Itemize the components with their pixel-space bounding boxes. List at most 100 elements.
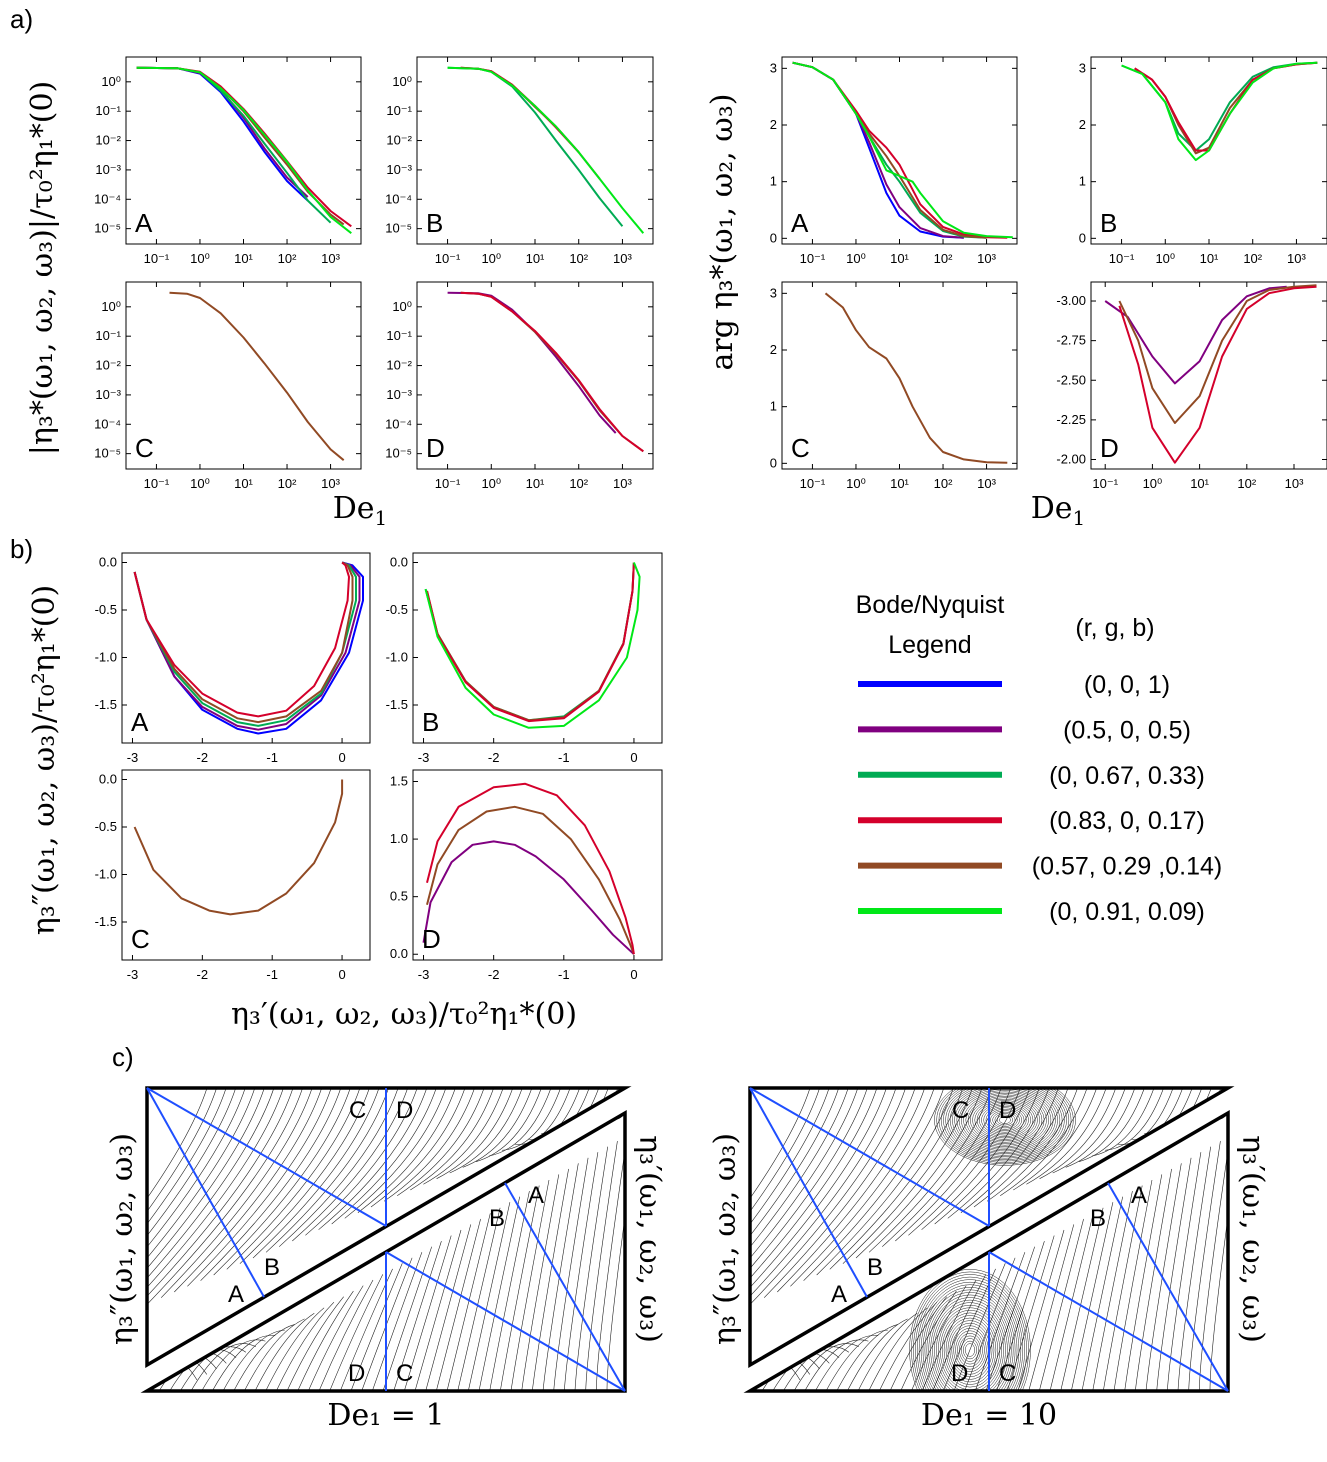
contour-line-lower <box>1188 1141 1221 1391</box>
contour-line-upper <box>423 1088 504 1185</box>
contour-line-upper <box>1078 1088 1145 1162</box>
contour-line-lower <box>1060 1207 1104 1391</box>
y-tick-label: 0.0 <box>99 555 117 570</box>
x-tick-label: 10² <box>278 476 297 491</box>
tri-caption-de10: De₁ = 10 <box>921 1398 1057 1433</box>
contour-line-upper <box>278 1088 399 1247</box>
tri-right-label-de1: η₃′(ω₁, ω₂, ω₃) <box>632 1135 667 1343</box>
contour-line-lower <box>879 1301 938 1391</box>
contour-line-upper <box>147 1088 208 1199</box>
x-tick-label: 10¹ <box>890 251 909 266</box>
y-tick-label: 10⁻⁵ <box>385 221 412 236</box>
contour-line-upper <box>239 1088 370 1264</box>
contour-line-lower <box>596 1148 625 1391</box>
y-tick-label: -2.25 <box>1056 412 1086 427</box>
series-line-2 <box>460 66 580 153</box>
contour-loop-upper <box>999 1116 1011 1124</box>
contour-line-lower <box>1113 1179 1153 1391</box>
tri-right-label-de10: η₃′(ω₁, ω₂, ω₃) <box>1235 1135 1270 1343</box>
contour-line-upper <box>502 1088 561 1151</box>
contour-line-lower <box>457 1207 501 1391</box>
contour-loop-upper <box>961 1091 1049 1149</box>
contour-line-upper <box>147 1088 256 1259</box>
point-label-d-top-de1: D <box>396 1097 413 1124</box>
contour-line-upper <box>344 1088 447 1219</box>
x-tick-label: 10² <box>1237 476 1256 491</box>
contour-loop-lower <box>932 1299 1008 1391</box>
legend-entry-label-2: (0, 0.67, 0.33) <box>1049 762 1205 790</box>
y-tick-label: 10⁻⁴ <box>94 416 121 431</box>
nyquist-panel-c: -3 -2 -1 0 0.0 -0.5 -1.0 -1.5 C <box>95 769 371 982</box>
diagonal-gap <box>750 1088 1228 1391</box>
contour-line-lower <box>1017 1229 1065 1391</box>
plot-frame <box>416 281 654 470</box>
x-tick-label: 0 <box>338 750 345 765</box>
contour-loop-upper <box>967 1095 1043 1145</box>
y-tick-label: 0.0 <box>390 946 408 961</box>
contour-loop-lower <box>957 1333 983 1367</box>
line-mid-upper-de10 <box>749 1087 990 1227</box>
phase-panel-b: 10⁻¹ 10⁰ 10¹ 10² 10³ 0 1 2 3 B <box>1079 56 1327 266</box>
contour-line-upper <box>1026 1088 1107 1185</box>
contour-loop-lower <box>945 1317 995 1383</box>
contour-line-upper <box>475 1088 542 1162</box>
contour-line-upper <box>750 1088 820 1212</box>
phase-panel-d: 10⁻¹ 10⁰ 10¹ 10² 10³ -2.00 -2.25 -2.50 -2.75 -3.0… <box>1056 281 1327 491</box>
contour-line-upper <box>763 1088 916 1298</box>
contour-loop-lower <box>964 1343 976 1357</box>
series-line-2 <box>460 291 644 453</box>
series-line-1 <box>426 562 635 722</box>
tri-left-label-de1: η₃″(ω₁, ω₂, ω₃) <box>105 1133 140 1345</box>
plot-frame <box>1090 281 1327 470</box>
contour-line-upper <box>174 1088 322 1293</box>
contour-line-lower <box>361 1257 413 1391</box>
x-tick-label: 10² <box>569 251 588 266</box>
contour-line-upper <box>265 1088 389 1253</box>
x-tick-label: 10¹ <box>1190 476 1209 491</box>
contour-line-lower <box>911 1285 967 1391</box>
contour-line-lower <box>1156 1157 1192 1391</box>
x-tick-label: -3 <box>127 750 139 765</box>
contour-line-lower <box>446 1213 491 1391</box>
contour-line-lower <box>1049 1213 1094 1391</box>
contour-line-lower <box>201 1339 266 1391</box>
panel-label-a: A <box>791 208 809 238</box>
contour-lines-de1 <box>147 1088 625 1391</box>
point-label-b-upper-de1: B <box>264 1254 280 1281</box>
contour-loop-upper <box>934 1088 1076 1166</box>
y-tick-label: -0.5 <box>386 602 408 617</box>
point-label-d-top-de10: D <box>999 1097 1016 1124</box>
contour-line-upper <box>462 1088 533 1168</box>
contour-line-lower <box>836 1324 898 1391</box>
nyquist-panel-d: -3 -2 -1 0 0.0 0.5 1.0 1.5 D <box>390 769 663 982</box>
contour-line-lower <box>964 1257 1016 1391</box>
section-label-c: c) <box>112 1042 134 1072</box>
xlabel-magnitude-sub: 1 <box>375 506 388 530</box>
contour-line-lower <box>308 1285 364 1391</box>
y-tick-label: 2 <box>770 342 777 357</box>
y-tick-label: 0 <box>770 455 777 470</box>
contour-line-upper <box>397 1088 485 1196</box>
contour-line-upper <box>1105 1088 1164 1151</box>
contour-line-lower <box>1167 1152 1202 1391</box>
y-tick-label: 10⁰ <box>392 299 412 314</box>
panel-label-c: C <box>131 924 150 954</box>
y-tick-label: 10⁻⁵ <box>94 446 121 461</box>
chart-panels: 10⁻¹ 10⁰ 10¹ 10² 10³ 10⁻⁵ 10⁻⁴ 10⁻³ 10⁻² 10⁻¹ 10⁰ A… <box>94 56 1327 982</box>
x-tick-label: 10⁰ <box>846 476 866 491</box>
contour-loop-upper <box>990 1110 1020 1130</box>
contour-loop-lower <box>934 1302 1006 1391</box>
y-tick-label: 10⁻⁵ <box>385 446 412 461</box>
point-label-a-lower-de1: A <box>528 1182 544 1209</box>
contour-loop-upper <box>947 1088 1063 1157</box>
series-line-4 <box>136 66 345 226</box>
contour-line-lower <box>574 1146 608 1391</box>
contour-loop-lower <box>926 1292 1014 1391</box>
contour-line-upper <box>383 1088 475 1202</box>
contour-line-upper <box>842 1088 973 1264</box>
panel-label-c: C <box>791 433 810 463</box>
y-tick-label: 10⁻³ <box>95 162 121 177</box>
contour-line-lower <box>286 1296 344 1391</box>
contour-line-upper <box>750 1088 868 1269</box>
